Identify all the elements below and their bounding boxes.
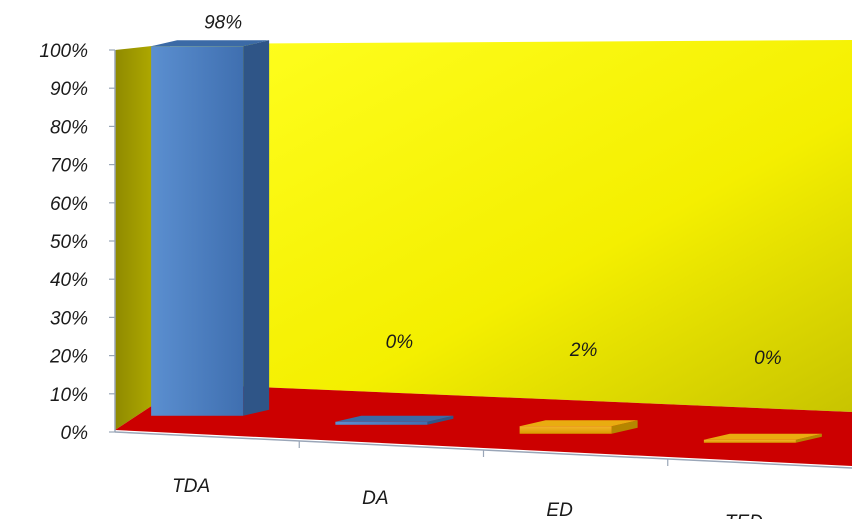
bar-front-face (335, 421, 428, 425)
y-tick-label: 80% (50, 117, 88, 138)
y-tick-label: 60% (50, 194, 88, 215)
bar-da (335, 415, 454, 425)
bar-tda (151, 40, 270, 416)
data-label-da: 0% (386, 332, 414, 353)
bar-top-face (335, 415, 454, 422)
y-tick-label: 90% (50, 79, 88, 100)
data-label-ted: 0% (754, 348, 782, 369)
bar-side-face (611, 420, 638, 434)
x-category-label: DA (362, 488, 388, 509)
x-category-label: TED (725, 512, 763, 519)
y-tick-label: 20% (49, 347, 88, 368)
chart-floor (115, 384, 852, 466)
data-label-tda: 98% (204, 12, 242, 33)
bar-front-face (703, 439, 796, 443)
bar-ted (703, 433, 822, 443)
bar-ed (519, 420, 638, 434)
y-tick-label: 30% (50, 308, 88, 329)
bar-side-face (427, 415, 454, 425)
x-category-label: TDA (172, 476, 210, 497)
bar-front-face (519, 426, 612, 434)
bar-front-face (151, 46, 244, 416)
bar-top-face (151, 40, 270, 47)
bar-side-face (243, 40, 270, 416)
y-tick-label: 0% (61, 423, 89, 444)
bar-top-face (519, 420, 638, 427)
bar-side-face (795, 433, 822, 443)
data-label-ed: 2% (569, 340, 598, 361)
y-tick-label: 50% (50, 232, 88, 253)
y-tick-label: 100% (39, 41, 88, 62)
back-wall (170, 40, 852, 412)
y-tick-label: 40% (50, 270, 88, 291)
bar-top-face (703, 433, 822, 440)
y-tick-label: 10% (50, 385, 88, 406)
x-category-label: ED (546, 500, 573, 519)
y-tick-label: 70% (50, 156, 88, 177)
